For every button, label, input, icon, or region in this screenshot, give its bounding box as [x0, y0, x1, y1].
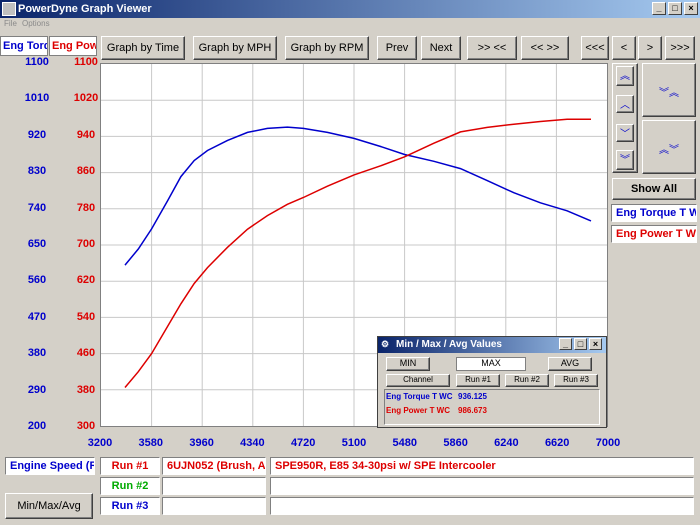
dialog-title: Min / Max / Avg Values — [396, 339, 502, 350]
avg-button[interactable]: AVG — [548, 357, 592, 371]
torque-axis-tick-label: 200 — [27, 420, 47, 432]
scroll-up-button[interactable]: ︿ — [616, 95, 634, 113]
power-axis-tick-label: 540 — [76, 310, 96, 323]
x-tick-label: 5480 — [392, 437, 418, 449]
zoom-out-button[interactable]: << >> — [521, 36, 569, 60]
window-title: PowerDyne Graph Viewer — [18, 3, 152, 15]
next-button[interactable]: Next — [421, 36, 461, 60]
row-torque-run1: 936.125 — [458, 392, 487, 401]
collapse-button[interactable]: ︽︾ — [642, 120, 696, 174]
torque-axis-tick-label: 290 — [27, 383, 47, 396]
min-button[interactable]: MIN — [386, 357, 430, 371]
torque-axis-tick-label: 1100 — [25, 56, 49, 68]
power-series-line — [124, 118, 591, 388]
graph-by-mph-button[interactable]: Graph by MPH — [193, 36, 277, 60]
scroll-forward-button[interactable]: > — [638, 36, 662, 60]
row-power-run1: 986.673 — [458, 406, 487, 415]
run3-header: Run #3 — [554, 374, 598, 387]
run3-file — [162, 497, 266, 515]
torque-axis-tick-label: 830 — [27, 165, 47, 178]
torque-axis-tick-label: 470 — [27, 310, 47, 323]
show-all-button[interactable]: Show All — [612, 178, 696, 200]
power-axis-tick-label: 1020 — [73, 92, 99, 105]
scroll-last-button[interactable]: >>> — [665, 36, 695, 60]
x-tick-label: 6240 — [494, 437, 519, 449]
scroll-first-button[interactable]: <<< — [581, 36, 609, 60]
menu-options[interactable]: Options — [22, 19, 50, 28]
dialog-icon: ⚙ — [381, 339, 390, 349]
close-button[interactable]: × — [684, 2, 698, 15]
run2-file — [162, 477, 266, 495]
maximize-button[interactable]: □ — [668, 2, 682, 15]
torque-axis-tick-label: 560 — [27, 274, 47, 287]
tab-power[interactable]: Eng Powe — [49, 36, 97, 56]
torque-axis-tick-label: 650 — [27, 238, 47, 250]
channel-torque-label[interactable]: Eng Torque T WC — [611, 204, 697, 222]
values-table — [384, 389, 600, 425]
channel-header: Channel — [386, 374, 450, 387]
graph-by-time-button[interactable]: Graph by Time — [101, 36, 185, 60]
run1-header: Run #1 — [456, 374, 500, 387]
power-axis-tick-label: 780 — [76, 201, 96, 214]
torque-axis-tick-label: 380 — [27, 347, 47, 360]
torque-axis-tick-label: 1010 — [24, 92, 50, 105]
menu-bar: File Options — [0, 18, 700, 30]
x-axis-channel-label[interactable]: Engine Speed (RI — [5, 457, 95, 475]
dialog-minimize-button[interactable]: _ — [559, 338, 572, 350]
prev-button[interactable]: Prev — [377, 36, 417, 60]
torque-axis-tick-label: 740 — [27, 201, 47, 214]
run1-file: 6UJN052 (Brush, Ash — [162, 457, 266, 475]
x-tick-label: 4340 — [240, 437, 265, 449]
min-max-avg-button[interactable]: Min/Max/Avg — [5, 493, 93, 519]
title-bar: PowerDyne Graph Viewer _ □ × — [0, 0, 700, 18]
zoom-in-button[interactable]: >> << — [467, 36, 517, 60]
run3-description — [270, 497, 694, 515]
x-tick-label: 3960 — [189, 437, 214, 449]
min-max-avg-dialog: ⚙ Min / Max / Avg Values _ □ × MIN MAX A… — [377, 336, 607, 428]
x-tick-label: 5860 — [443, 437, 468, 449]
power-axis-tick-label: 380 — [76, 383, 96, 396]
x-tick-label: 5100 — [341, 437, 367, 449]
power-axis-tick-label: 940 — [76, 128, 96, 141]
power-axis-tick-label: 460 — [76, 347, 96, 360]
row-power-channel: Eng Power T WC — [386, 406, 450, 415]
run2-label[interactable]: Run #2 — [100, 477, 160, 495]
dialog-maximize-button[interactable]: □ — [574, 338, 587, 350]
run1-label[interactable]: Run #1 — [100, 457, 160, 475]
x-tick-label: 3200 — [87, 437, 113, 449]
power-axis-tick-label: 860 — [76, 165, 96, 178]
scroll-down-button[interactable]: ﹀ — [616, 124, 634, 142]
power-axis-tick-label: 620 — [76, 274, 96, 287]
run3-label[interactable]: Run #3 — [100, 497, 160, 515]
run2-description — [270, 477, 694, 495]
torque-axis-tick-label: 920 — [27, 128, 47, 141]
menu-file[interactable]: File — [4, 19, 17, 28]
scroll-down-fast-button[interactable]: ︾ — [616, 150, 634, 170]
scroll-up-fast-button[interactable]: ︽ — [616, 66, 634, 86]
x-tick-label: 6620 — [544, 437, 570, 449]
run1-description: SPE950R, E85 34-30psi w/ SPE Intercooler — [270, 457, 694, 475]
torque-series-line — [124, 126, 592, 266]
max-button[interactable]: MAX — [456, 357, 526, 371]
power-axis-tick-label: 700 — [76, 238, 96, 250]
x-tick-label: 4720 — [290, 437, 316, 449]
x-tick-label: 7000 — [595, 437, 621, 449]
channel-power-label[interactable]: Eng Power T WC — [611, 225, 697, 243]
power-axis-tick-label: 300 — [76, 420, 96, 432]
tab-torque[interactable]: Eng Torq — [0, 36, 48, 56]
expand-button[interactable]: ︾︽ — [642, 63, 696, 117]
app-icon — [2, 2, 16, 16]
minimize-button[interactable]: _ — [652, 2, 666, 15]
scroll-back-button[interactable]: < — [612, 36, 636, 60]
x-tick-label: 3580 — [138, 437, 164, 449]
power-axis-tick-label: 1100 — [74, 56, 98, 68]
row-torque-channel: Eng Torque T WC — [386, 392, 453, 401]
graph-by-rpm-button[interactable]: Graph by RPM — [285, 36, 369, 60]
dialog-close-button[interactable]: × — [589, 338, 602, 350]
dialog-title-bar: ⚙ Min / Max / Avg Values _ □ × — [378, 337, 606, 353]
run2-header: Run #2 — [505, 374, 549, 387]
